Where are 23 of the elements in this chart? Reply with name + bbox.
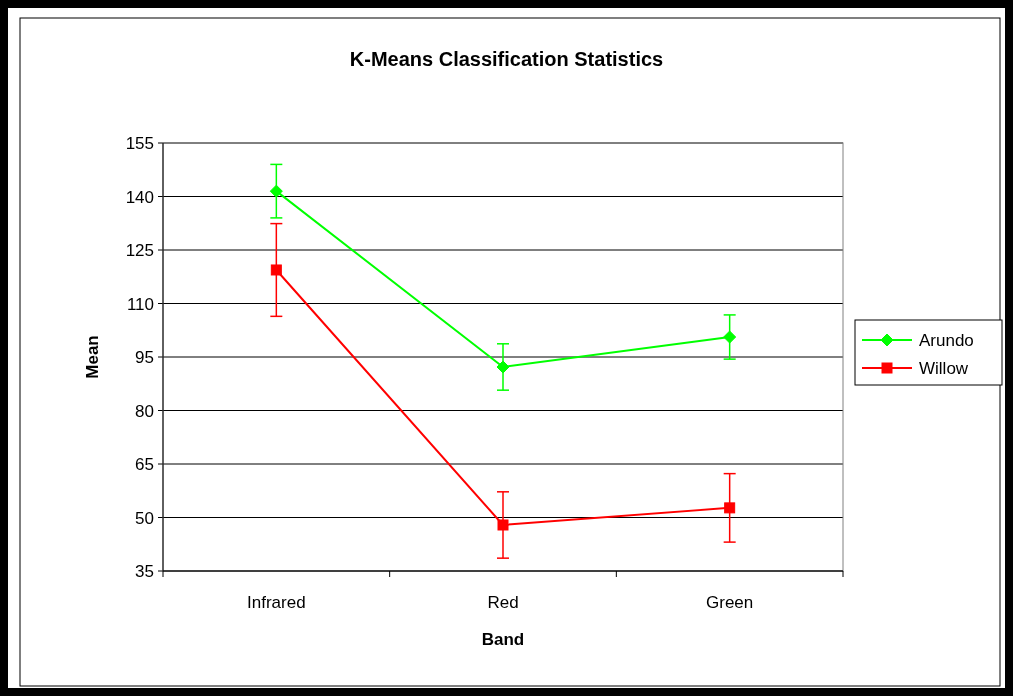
x-tick-label: Green xyxy=(706,593,754,612)
x-tick-label: Red xyxy=(487,593,519,612)
x-tick-label: Infrared xyxy=(247,593,306,612)
point xyxy=(497,519,509,531)
y-tick-label: 65 xyxy=(135,455,154,474)
point xyxy=(724,502,736,514)
y-tick-label: 50 xyxy=(135,508,154,528)
y-tick-label: 35 xyxy=(135,562,154,581)
y-tick-label: 95 xyxy=(135,348,154,367)
legend-label: Willow xyxy=(919,359,969,378)
y-tick-label: 125 xyxy=(125,241,154,260)
point xyxy=(496,360,510,374)
legend-label: Arundo xyxy=(919,331,974,350)
x-axis-title: Band xyxy=(481,630,525,649)
point xyxy=(269,184,283,198)
y-tick-label: 110 xyxy=(126,294,154,314)
chart-title: K-Means Classification Statistics xyxy=(349,48,664,70)
y-tick-label: 155 xyxy=(125,134,154,153)
point xyxy=(723,330,737,344)
y-tick-label: 80 xyxy=(135,401,154,421)
y-axis-title: Mean xyxy=(83,335,102,379)
point xyxy=(270,264,282,276)
y-tick-label: 140 xyxy=(125,187,154,207)
